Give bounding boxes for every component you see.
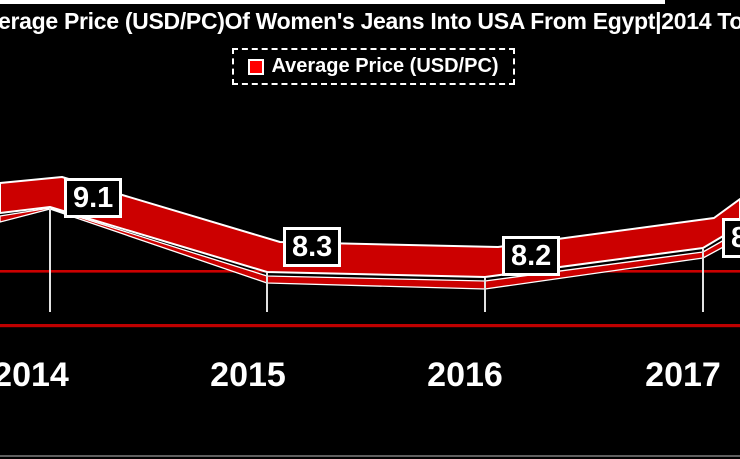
top-edge-line (0, 0, 665, 4)
legend-marker-icon (248, 58, 265, 75)
data-label-2014-value: 9.1 (73, 182, 114, 214)
data-label-2015: 8.3 (283, 227, 342, 267)
legend-label: Average Price (USD/PC) (271, 55, 499, 77)
legend: Average Price (USD/PC) (232, 48, 515, 85)
x-axis-label-2015: 2015 (210, 356, 286, 394)
x-axis-label-2017: 2017 (645, 356, 721, 394)
x-axis: 2014 2015 2016 2017 (0, 356, 740, 396)
bottom-divider (0, 455, 740, 457)
data-label-2016-value: 8.2 (511, 240, 552, 272)
data-label-2016: 8.2 (502, 236, 561, 276)
data-label-2017: 8 (722, 218, 740, 258)
x-axis-label-2014: 2014 (0, 356, 69, 394)
axis-line (0, 324, 740, 328)
data-label-2014: 9.1 (64, 178, 123, 218)
data-label-2015-value: 8.3 (292, 231, 333, 263)
x-axis-label-2016: 2016 (427, 356, 503, 394)
data-label-2017-value: 8 (731, 222, 740, 254)
chart-title: erage Price (USD/PC)Of Women's Jeans Int… (0, 8, 740, 34)
